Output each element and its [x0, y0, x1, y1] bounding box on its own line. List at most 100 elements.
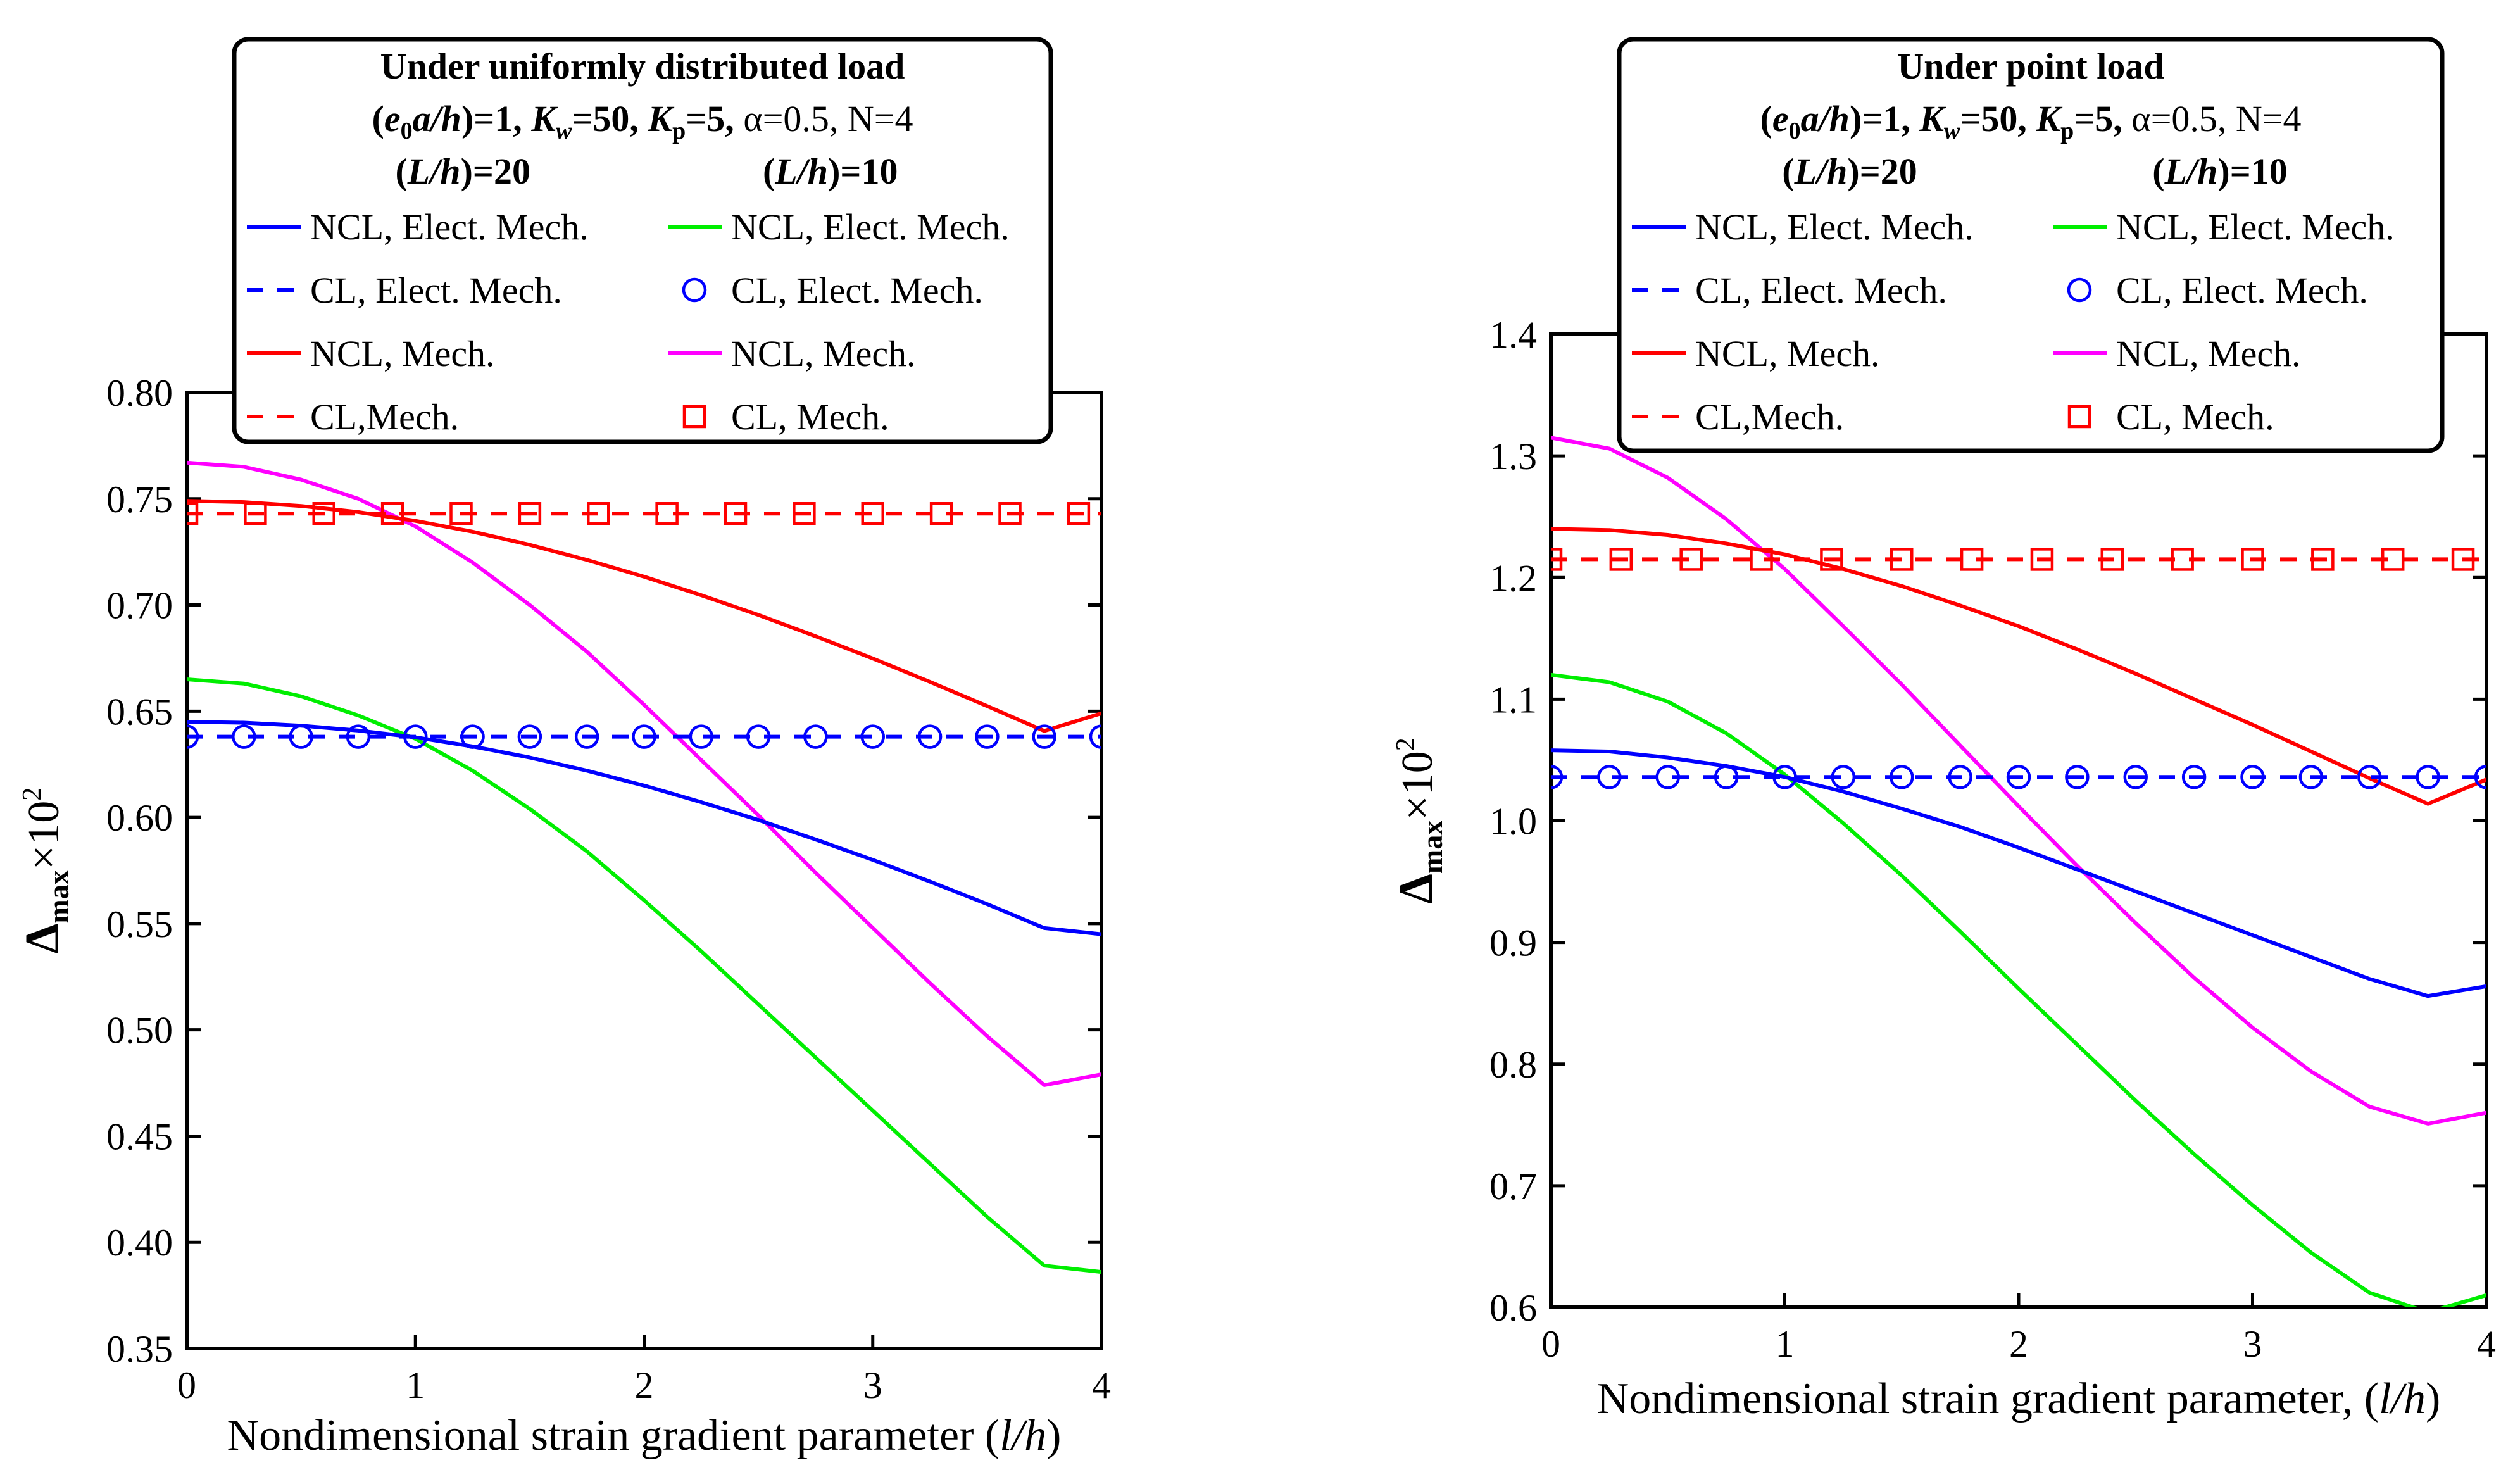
legend-group-header: (L/h)=20	[1782, 151, 1917, 192]
y-axis-label-sup: 2	[18, 788, 47, 801]
legend-label: CL,Mech.	[310, 396, 459, 437]
x-tick-label: 0	[1541, 1323, 1560, 1365]
series-cl-elect-mech--lh10-point	[689, 724, 714, 749]
series-cl-elect-mech--lh10-point	[2416, 765, 2440, 789]
legend-swatch-circle	[2067, 277, 2092, 303]
series-cl-mech--lh10-point	[2100, 548, 2124, 571]
series-cl-mech--lh10-point	[312, 502, 335, 525]
param-kw: K	[530, 98, 558, 139]
group-var: L/h	[407, 151, 461, 192]
series-cl-elect-mech--lh10-point	[232, 724, 256, 749]
series-cl-mech--lh10-point	[998, 502, 1022, 525]
series-cl-mech--lh10-point	[1890, 548, 1914, 571]
series-cl-mech--lh10-point	[1820, 548, 1843, 571]
series-cl-elect-mech--lh10-point	[1655, 765, 1680, 789]
legend-ncl-elect-mech--lh10: NCL, Elect. Mech.	[668, 206, 1010, 248]
legend: Under uniformly distributed load(e0a/h)=…	[232, 37, 1053, 444]
legend-swatch-square	[2067, 405, 2091, 429]
chart-point-load: 0 1 2 3 4 0.6 0.7 0.8 0.9 1.0 1.1 1.2 1.3 1.4 Nondimen…	[1389, 37, 2496, 1423]
legend-swatch-square	[682, 405, 706, 429]
series-cl-elect-mech--lh10-point	[2357, 765, 2382, 789]
series-cl-mech--lh10-point	[1750, 548, 1773, 571]
y-axis-label: Δmax×102	[1389, 738, 1448, 903]
series-cl-mech--lh10-point	[793, 502, 816, 525]
param-kp: K	[2035, 98, 2062, 139]
group-value: )=20	[461, 151, 530, 192]
group-value: )=10	[828, 151, 898, 192]
x-axis-label-close: )	[2426, 1374, 2440, 1423]
param-kw-sub: w	[1944, 118, 1960, 144]
y-axis-label-sup: 2	[1391, 738, 1420, 751]
series-cl-mech--lh10-point	[587, 502, 610, 525]
legend-cl-elect-mech--lh20: CL, Elect. Mech.	[247, 270, 562, 311]
y-tick-label: 0.35	[106, 1328, 173, 1370]
x-tick-label: 1	[1776, 1323, 1795, 1365]
group-open: (	[395, 151, 407, 192]
series-cl-elect-mech--lh10-point	[403, 724, 428, 749]
x-tick-label: 3	[2243, 1323, 2262, 1365]
x-axis-label-var: l/h	[2379, 1374, 2426, 1423]
y-tick-label: 0.40	[106, 1222, 173, 1264]
param-kp-sub: p	[672, 118, 686, 144]
legend-ncl-mech--lh20: NCL, Mech.	[247, 333, 495, 374]
param-kw-sub: w	[556, 118, 572, 144]
param-eq3: =5,	[2074, 98, 2131, 139]
x-tick-label: 2	[635, 1364, 654, 1406]
series-cl-elect-mech--lh10-point	[2474, 765, 2486, 789]
series-cl-elect-mech--lh10-point	[1597, 765, 1622, 789]
legend-ncl-mech--lh10: NCL, Mech.	[2053, 333, 2301, 374]
series-cl-elect-mech--lh10-point	[517, 724, 542, 749]
series-ncl-elect-mech--lh20-line	[1551, 748, 2486, 998]
series-ncl-elect-mech--lh10-line	[187, 677, 1101, 1274]
series-ncl-mech--lh20-line	[187, 499, 1101, 733]
legend-label: NCL, Elect. Mech.	[2116, 206, 2395, 248]
legend-label: CL, Mech.	[2116, 396, 2274, 437]
legend-label: NCL, Elect. Mech.	[310, 206, 589, 248]
param-e-sub: 0	[1789, 118, 1801, 144]
legend-box	[232, 37, 1053, 444]
legend-ncl-elect-mech--lh20: NCL, Elect. Mech.	[1632, 206, 1974, 248]
legend-group-header: (L/h)=10	[2152, 151, 2288, 192]
series-cl-elect-mech--lh10-point	[860, 724, 885, 749]
y-tick-label: 1.1	[1489, 679, 1537, 720]
y-axis-label-times: ×10	[20, 801, 68, 870]
param-e: e	[384, 98, 401, 139]
series-cl-elect-mech--lh10-point	[1551, 765, 1564, 789]
y-axis-label-delta: Δ	[1389, 874, 1443, 904]
series-cl-mech--lh10-point	[1067, 502, 1091, 525]
x-tick-label: 1	[406, 1364, 425, 1406]
group-var: L/h	[1794, 151, 1848, 192]
series-cl-mech--lh10-point	[861, 502, 884, 525]
series-cl-mech--lh10-point	[1551, 548, 1563, 571]
x-tick-label: 2	[2009, 1323, 2028, 1365]
series-cl-elect-mech--lh10-point	[1772, 765, 1797, 789]
series-cl-elect-mech--lh10-point	[346, 724, 371, 749]
param-e: e	[1772, 98, 1789, 139]
series-group	[187, 460, 1101, 1274]
series-cl-elect-mech--lh10-point	[1831, 765, 1856, 789]
group-value: )=10	[2217, 151, 2287, 192]
series-cl-elect-mech--lh10-point	[574, 724, 599, 749]
legend-label: NCL, Elect. Mech.	[1695, 206, 1974, 248]
y-tick-label: 0.7	[1489, 1166, 1537, 1207]
legend-label: CL, Elect. Mech.	[2116, 270, 2368, 311]
legend-label: NCL, Mech.	[2116, 333, 2301, 374]
series-cl-mech--lh10-point	[2381, 548, 2405, 571]
y-tick-label: 0.55	[106, 903, 173, 945]
series-cl-mech--lh10-point	[380, 502, 404, 525]
legend-label: NCL, Mech.	[1695, 333, 1880, 374]
group-var: L/h	[774, 151, 828, 192]
series-ncl-elect-mech--lh10-line	[1551, 672, 2486, 1307]
series-cl-mech--lh10-point	[2030, 548, 2054, 571]
series-cl-elect-mech--lh10-point	[975, 724, 1000, 749]
x-tick-label: 0	[177, 1364, 196, 1406]
param-eq2: =50,	[572, 98, 648, 139]
y-axis-label-sub: max	[42, 870, 75, 923]
x-axis-label: Nondimensional strain gradient parameter…	[227, 1411, 1062, 1460]
legend-label: NCL, Elect. Mech.	[731, 206, 1010, 248]
series-cl-elect-mech--lh10-point	[632, 724, 656, 749]
series-cl-elect-mech--lh10-point	[746, 724, 771, 749]
legend-cl-mech--lh10: CL, Mech.	[682, 396, 889, 437]
series-cl-mech--lh10-point	[1960, 548, 1984, 571]
legend-ncl-elect-mech--lh10: NCL, Elect. Mech.	[2053, 206, 2395, 248]
